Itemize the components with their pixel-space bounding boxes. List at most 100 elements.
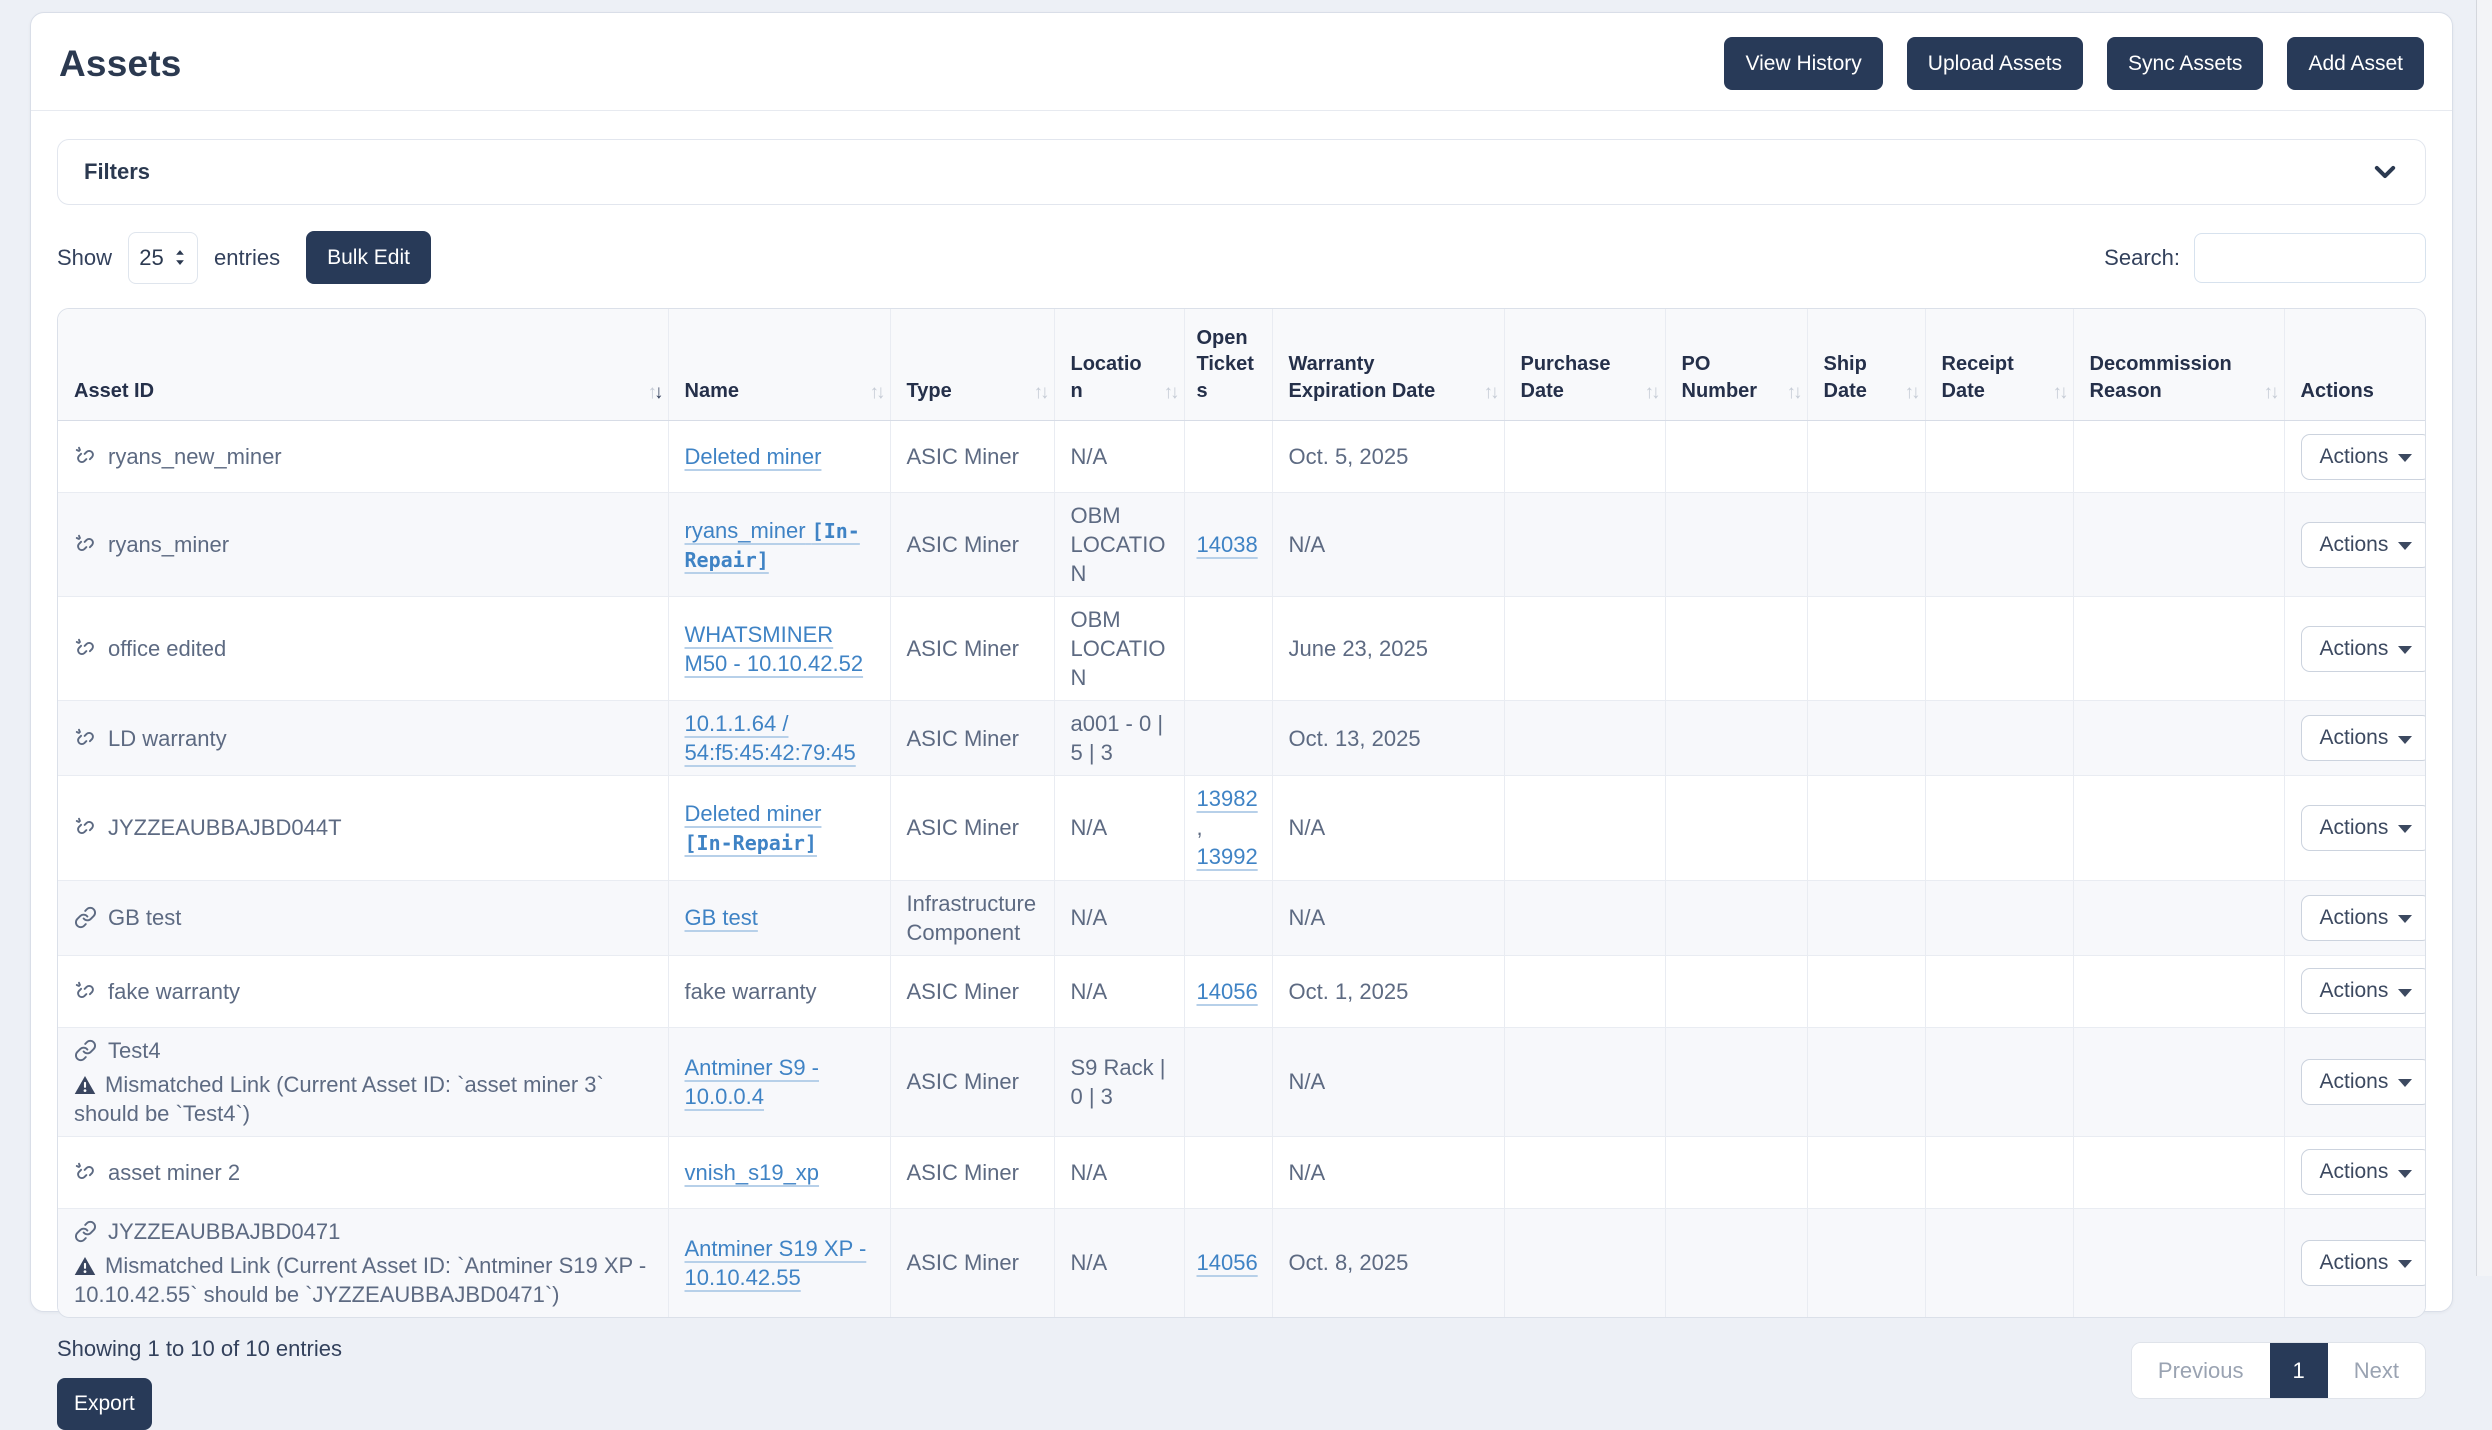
name-cell: Deleted miner [In-Repair]: [667, 775, 890, 881]
column-header-location[interactable]: Location ↑↓: [1053, 309, 1184, 422]
pagination-next[interactable]: Next: [2327, 1342, 2425, 1398]
sort-icon: ↑↓: [869, 382, 886, 404]
purchase-date-cell: [1503, 1135, 1665, 1209]
name-cell: Deleted miner: [667, 420, 890, 493]
row-actions-button[interactable]: Actions: [2300, 521, 2425, 568]
bulk-edit-button[interactable]: Bulk Edit: [306, 231, 431, 284]
po-number-cell: [1664, 700, 1807, 776]
asset-location: OBM LOCATION: [1070, 607, 1166, 691]
column-header-purchase_date[interactable]: Purchase Date ↑↓: [1503, 309, 1665, 422]
asset-id-text: ryans_new_miner: [108, 444, 282, 470]
row-actions-button[interactable]: Actions: [2300, 715, 2425, 762]
vertical-scrollbar[interactable]: [2476, 0, 2492, 1276]
pagination-previous[interactable]: Previous: [2131, 1342, 2270, 1398]
row-actions-button[interactable]: Actions: [2300, 1239, 2425, 1286]
chevron-down-icon[interactable]: [2371, 158, 2399, 186]
header-actions: View History Upload Assets Sync Assets A…: [1724, 37, 2424, 90]
in-repair-badge: [In-Repair]: [684, 830, 817, 855]
decommission-reason-cell: [2072, 1026, 2284, 1137]
column-header-decommission_reason[interactable]: Decommission Reason ↑↓: [2072, 309, 2284, 422]
column-header-ship_date[interactable]: Ship Date ↑↓: [1806, 309, 1925, 422]
row-actions-button[interactable]: Actions: [2300, 804, 2425, 851]
column-header-warranty_expiration_date[interactable]: Warranty Expiration Date ↑↓: [1271, 309, 1504, 422]
table-row: LD warranty 10.1.1.64 / 54:f5:45:42:79:45…: [58, 700, 2425, 776]
export-button[interactable]: Export: [57, 1377, 152, 1430]
column-header-type[interactable]: Type ↑↓: [889, 309, 1054, 422]
table-row: Test4 Mismatched Link (Current Asset ID: …: [58, 1026, 2425, 1137]
receipt-date-cell: [1924, 700, 2073, 776]
asset-type: ASIC Miner: [906, 725, 1019, 751]
location-cell: OBM LOCATION: [1053, 596, 1184, 701]
table-row: JYZZEAUBBAJBD0471 Mismatched Link (Curren…: [58, 1207, 2425, 1317]
row-actions-button[interactable]: Actions: [2300, 625, 2425, 672]
asset-name-link[interactable]: Deleted miner: [684, 444, 822, 470]
asset-name-link[interactable]: ryans_miner [In-Repair]: [684, 517, 860, 572]
page-size-select[interactable]: 25: [128, 231, 199, 284]
table-header-row: Asset ID ↑↓ Name ↑↓ Type ↑↓ Location ↑↓ Open Tic…: [58, 309, 2425, 422]
ticket-link[interactable]: 14056: [1196, 978, 1258, 1004]
ticket-link[interactable]: 14038: [1196, 532, 1258, 558]
sync-assets-button[interactable]: Sync Assets: [2107, 37, 2264, 90]
add-asset-button[interactable]: Add Asset: [2287, 37, 2424, 90]
row-actions-button[interactable]: Actions: [2300, 894, 2425, 941]
page-header: Assets View History Upload Assets Sync A…: [31, 13, 2452, 110]
asset-name-link[interactable]: GB test: [684, 905, 758, 931]
warning-icon: [74, 1070, 105, 1099]
column-header-po_number[interactable]: PO Number ↑↓: [1664, 309, 1807, 422]
type-cell: ASIC Miner: [889, 954, 1054, 1028]
asset-id-cell: GB test: [58, 879, 668, 956]
warranty-expiration-date: N/A: [1288, 1069, 1326, 1095]
search-input[interactable]: [2194, 232, 2426, 283]
asset-name-link[interactable]: vnish_s19_xp: [684, 1159, 820, 1185]
row-actions-button[interactable]: Actions: [2300, 433, 2425, 480]
sort-icon: ↑↓: [1483, 382, 1500, 404]
warranty-expiration-date: N/A: [1288, 532, 1326, 558]
actions-cell: Actions: [2283, 492, 2425, 597]
pagination-page-1[interactable]: 1: [2269, 1342, 2328, 1398]
row-actions-button[interactable]: Actions: [2300, 968, 2425, 1015]
actions-cell: Actions: [2283, 596, 2425, 701]
warranty-expiration-date-cell: N/A: [1271, 1026, 1504, 1137]
row-actions-button[interactable]: Actions: [2300, 1149, 2425, 1196]
po-number-cell: [1664, 420, 1807, 493]
ship-date-cell: [1806, 1026, 1925, 1137]
column-header-asset_id[interactable]: Asset ID ↑↓: [58, 309, 668, 422]
upload-assets-button[interactable]: Upload Assets: [1906, 37, 2084, 90]
column-header-name[interactable]: Name ↑↓: [667, 309, 890, 422]
warning-icon: [74, 1251, 105, 1280]
caret-down-icon: [2398, 915, 2413, 924]
sort-icon: ↑↓: [1904, 382, 1921, 404]
asset-name-link[interactable]: Antminer S9 - 10.0.0.4: [684, 1054, 820, 1109]
ship-date-cell: [1806, 775, 1925, 881]
ticket-link[interactable]: 13982: [1196, 786, 1258, 812]
table-row: asset miner 2 vnish_s19_xp ASIC Miner N/A N/…: [58, 1135, 2425, 1209]
column-label: Open Tickets: [1196, 327, 1254, 402]
column-header-receipt_date[interactable]: Receipt Date ↑↓: [1924, 309, 2073, 422]
asset-name-link[interactable]: 10.1.1.64 / 54:f5:45:42:79:45: [684, 711, 856, 766]
actions-cell: Actions: [2283, 879, 2425, 956]
asset-name-link[interactable]: Antminer S19 XP - 10.10.42.55: [684, 1235, 867, 1290]
asset-location: a001 - 0 | 5 | 3: [1070, 711, 1164, 766]
caret-down-icon: [2398, 1169, 2413, 1178]
open-tickets-cell: [1183, 700, 1272, 776]
sort-icon: ↑↓: [647, 382, 664, 404]
unlink-icon: [74, 637, 97, 660]
actions-cell: Actions: [2283, 420, 2425, 493]
caret-down-icon: [2398, 646, 2413, 655]
warranty-expiration-date: Oct. 5, 2025: [1288, 444, 1409, 470]
asset-type: ASIC Miner: [906, 815, 1019, 841]
receipt-date-cell: [1924, 596, 2073, 701]
asset-id-text: office edited: [108, 636, 227, 662]
asset-id-cell: fake warranty: [58, 954, 668, 1028]
filters-toggle[interactable]: Filters: [57, 139, 2426, 205]
asset-location: S9 Rack | 0 | 3: [1070, 1054, 1166, 1109]
row-actions-button[interactable]: Actions: [2300, 1058, 2425, 1105]
ship-date-cell: [1806, 1135, 1925, 1209]
ticket-link[interactable]: 13992: [1196, 844, 1258, 870]
assets-table-container: Asset ID ↑↓ Name ↑↓ Type ↑↓ Location ↑↓ Open Tic…: [57, 308, 2426, 1318]
asset-name-link[interactable]: WHATSMINER M50 - 10.10.42.52: [684, 621, 864, 676]
ticket-link[interactable]: 14056: [1196, 1250, 1258, 1276]
asset-name-link[interactable]: Deleted miner [In-Repair]: [684, 800, 822, 855]
asset-location: N/A: [1070, 1250, 1108, 1276]
view-history-button[interactable]: View History: [1724, 37, 1883, 90]
